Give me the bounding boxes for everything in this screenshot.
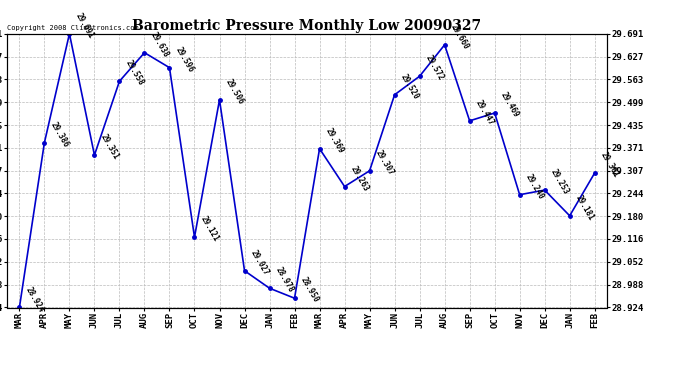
Text: 29.386: 29.386 [48,120,70,149]
Text: 29.307: 29.307 [374,148,395,177]
Text: 28.924: 28.924 [23,285,46,314]
Text: 29.263: 29.263 [348,164,371,193]
Text: 29.121: 29.121 [199,215,220,243]
Text: 28.950: 28.950 [299,276,320,304]
Text: Copyright 2008 Climetronics.com: Copyright 2008 Climetronics.com [7,25,139,31]
Text: 29.572: 29.572 [424,54,446,82]
Text: 28.978: 28.978 [274,266,295,294]
Title: Barometric Pressure Monthly Low 20090327: Barometric Pressure Monthly Low 20090327 [132,19,482,33]
Text: 29.558: 29.558 [124,59,146,87]
Text: 29.240: 29.240 [524,172,546,201]
Text: 29.027: 29.027 [248,248,270,277]
Text: 29.253: 29.253 [549,168,571,196]
Text: 29.181: 29.181 [574,194,595,222]
Text: 29.520: 29.520 [399,72,420,101]
Text: 29.691: 29.691 [74,11,95,40]
Text: 29.469: 29.469 [499,91,520,119]
Text: 29.351: 29.351 [99,133,120,161]
Text: 29.447: 29.447 [474,99,495,127]
Text: 29.596: 29.596 [174,45,195,74]
Text: 29.301: 29.301 [599,151,620,179]
Text: 29.660: 29.660 [448,22,471,51]
Text: 29.506: 29.506 [224,77,246,106]
Text: 29.369: 29.369 [324,126,346,155]
Text: 29.638: 29.638 [148,30,170,59]
